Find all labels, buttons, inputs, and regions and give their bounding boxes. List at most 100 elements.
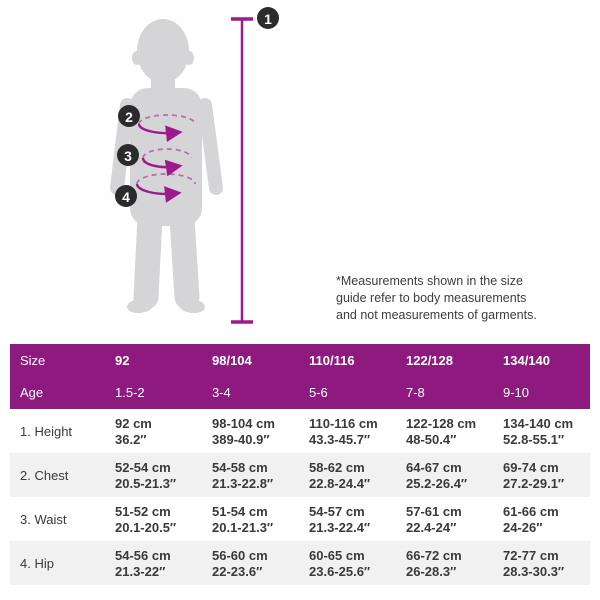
table-row-chest: 2. Chest 52-54 cm 20.5-21.3″ 54-58 cm 21… <box>10 453 590 497</box>
size-value: 92 <box>115 352 130 368</box>
table-cell: 54-57 cm 21.3-22.4″ <box>299 503 396 536</box>
cell-cm: 122-128 cm <box>406 415 477 431</box>
note-line-3: and not measurements of garments. <box>336 308 537 322</box>
cell-in: 43.3-45.7″ <box>309 431 371 447</box>
table-cell: 134-140 cm 52.8-55.1″ <box>493 415 590 448</box>
chest-measure-ellipse <box>137 114 196 143</box>
cell-in: 25.2-26.4″ <box>406 475 468 491</box>
row-label: 2. Chest <box>20 467 69 483</box>
table-cell: 64-67 cm 25.2-26.4″ <box>396 459 493 492</box>
size-value: 110/116 <box>309 352 355 368</box>
measurement-note: *Measurements shown in the size guide re… <box>336 273 556 324</box>
cell-cm: 54-58 cm <box>212 459 268 475</box>
body-measurement-diagram: 1 2 3 4 <box>110 7 279 324</box>
cell-cm: 66-72 cm <box>406 547 462 563</box>
table-cell: 66-72 cm 26-28.3″ <box>396 547 493 580</box>
table-cell: 98-104 cm 389-40.9″ <box>202 415 299 448</box>
size-value: 134/140 <box>503 352 550 368</box>
age-value: 9-10 <box>503 385 530 401</box>
cell-cm: 51-54 cm <box>212 503 268 519</box>
age-value: 5-6 <box>309 385 328 401</box>
marker-4-number: 4 <box>122 189 130 205</box>
cell-cm: 134-140 cm <box>503 415 574 431</box>
size-table-header: Size 92 98/104 110/116 122/128 134/140 A… <box>10 344 590 409</box>
table-cell: 72-77 cm 28.3-30.3″ <box>493 547 590 580</box>
age-value: 3-4 <box>212 385 231 401</box>
cell-in: 22-23.6″ <box>212 563 263 579</box>
hip-measure-ellipse <box>135 173 196 203</box>
marker-2-number: 2 <box>125 109 133 125</box>
table-cell: 51-52 cm 20.1-20.5″ <box>105 503 202 536</box>
cell-cm: 69-74 cm <box>503 459 559 475</box>
table-cell: 56-60 cm 22-23.6″ <box>202 547 299 580</box>
table-row-hip: 4. Hip 54-56 cm 21.3-22″ 56-60 cm 22-23.… <box>10 541 590 585</box>
age-value: 1.5-2 <box>115 385 145 401</box>
waist-measure-ellipse <box>141 148 192 177</box>
row-label: 4. Hip <box>20 555 54 571</box>
cell-cm: 54-56 cm <box>115 547 171 563</box>
cell-in: 23.6-25.6″ <box>309 563 371 579</box>
cell-cm: 92 cm <box>115 415 152 431</box>
cell-in: 52.8-55.1″ <box>503 431 565 447</box>
cell-in: 22.8-24.4″ <box>309 475 371 491</box>
marker-4-hip: 4 <box>115 185 137 207</box>
cell-cm: 54-57 cm <box>309 503 365 519</box>
cell-cm: 60-65 cm <box>309 547 365 563</box>
note-line-1: *Measurements shown in the size <box>336 274 523 288</box>
cell-cm: 51-52 cm <box>115 503 171 519</box>
table-row-height: 1. Height 92 cm 36.2″ 98-104 cm 389-40.9… <box>10 409 590 453</box>
cell-cm: 58-62 cm <box>309 459 365 475</box>
age-value: 7-8 <box>406 385 425 401</box>
table-cell: 54-56 cm 21.3-22″ <box>105 547 202 580</box>
cell-cm: 61-66 cm <box>503 503 559 519</box>
marker-1-number: 1 <box>264 11 272 27</box>
cell-in: 24-26″ <box>503 519 543 535</box>
cell-cm: 72-77 cm <box>503 547 559 563</box>
table-cell: 92 cm 36.2″ <box>105 415 202 448</box>
row-label: 3. Waist <box>20 511 67 527</box>
table-cell: 110-116 cm 43.3-45.7″ <box>299 415 396 448</box>
cell-in: 27.2-29.1″ <box>503 475 565 491</box>
cell-cm: 52-54 cm <box>115 459 171 475</box>
cell-cm: 56-60 cm <box>212 547 268 563</box>
cell-in: 21.3-22.8″ <box>212 475 274 491</box>
table-cell: 58-62 cm 22.8-24.4″ <box>299 459 396 492</box>
cell-cm: 110-116 cm <box>309 415 378 431</box>
table-cell: 57-61 cm 22.4-24″ <box>396 503 493 536</box>
cell-in: 20.1-21.3″ <box>212 519 274 535</box>
table-cell: 122-128 cm 48-50.4″ <box>396 415 493 448</box>
height-measure-line <box>231 17 253 324</box>
table-cell: 60-65 cm 23.6-25.6″ <box>299 547 396 580</box>
table-cell: 52-54 cm 20.5-21.3″ <box>105 459 202 492</box>
cell-in: 26-28.3″ <box>406 563 457 579</box>
cell-in: 22.4-24″ <box>406 519 457 535</box>
cell-in: 28.3-30.3″ <box>503 563 565 579</box>
marker-2-chest: 2 <box>118 105 140 127</box>
table-cell: 51-54 cm 20.1-21.3″ <box>202 503 299 536</box>
table-cell: 61-66 cm 24-26″ <box>493 503 590 536</box>
cell-in: 21.3-22″ <box>115 563 166 579</box>
table-cell: 54-58 cm 21.3-22.8″ <box>202 459 299 492</box>
marker-3-number: 3 <box>124 148 132 164</box>
size-row-label: Size <box>20 352 46 368</box>
cell-in: 20.1-20.5″ <box>115 519 177 535</box>
cell-cm: 98-104 cm <box>212 415 275 431</box>
size-value: 122/128 <box>406 352 453 368</box>
size-table: Size 92 98/104 110/116 122/128 134/140 A… <box>10 344 590 585</box>
table-row-waist: 3. Waist 51-52 cm 20.1-20.5″ 51-54 cm 20… <box>10 497 590 541</box>
cell-in: 36.2″ <box>115 431 147 447</box>
row-label: 1. Height <box>20 423 73 439</box>
cell-in: 20.5-21.3″ <box>115 475 177 491</box>
size-value: 98/104 <box>212 352 252 368</box>
cell-in: 21.3-22.4″ <box>309 519 371 535</box>
cell-cm: 57-61 cm <box>406 503 462 519</box>
cell-in: 48-50.4″ <box>406 431 457 447</box>
cell-in: 389-40.9″ <box>212 431 270 447</box>
marker-3-waist: 3 <box>117 144 139 166</box>
cell-cm: 64-67 cm <box>406 459 462 475</box>
age-row-label: Age <box>20 385 44 401</box>
note-line-2: guide refer to body measurements <box>336 291 527 305</box>
table-cell: 69-74 cm 27.2-29.1″ <box>493 459 590 492</box>
marker-1-height: 1 <box>257 7 279 29</box>
